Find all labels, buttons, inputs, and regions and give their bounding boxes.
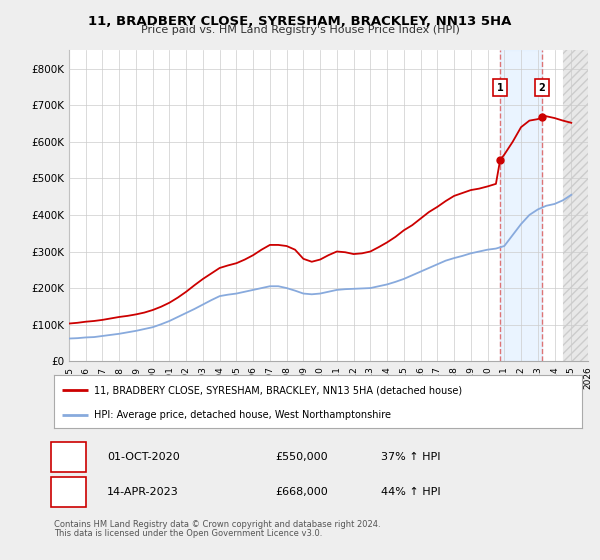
Text: 1: 1 xyxy=(65,452,73,462)
Text: Price paid vs. HM Land Registry's House Price Index (HPI): Price paid vs. HM Land Registry's House … xyxy=(140,25,460,35)
FancyBboxPatch shape xyxy=(52,442,86,472)
Polygon shape xyxy=(563,50,588,361)
Bar xyxy=(500,50,542,361)
Text: 11, BRADBERY CLOSE, SYRESHAM, BRACKLEY, NN13 5HA (detached house): 11, BRADBERY CLOSE, SYRESHAM, BRACKLEY, … xyxy=(94,385,462,395)
Text: 2: 2 xyxy=(539,83,545,93)
Text: 44% ↑ HPI: 44% ↑ HPI xyxy=(382,487,441,497)
Text: £668,000: £668,000 xyxy=(276,487,329,497)
Text: £550,000: £550,000 xyxy=(276,452,328,462)
Text: Contains HM Land Registry data © Crown copyright and database right 2024.: Contains HM Land Registry data © Crown c… xyxy=(54,520,380,529)
Text: 14-APR-2023: 14-APR-2023 xyxy=(107,487,179,497)
Text: This data is licensed under the Open Government Licence v3.0.: This data is licensed under the Open Gov… xyxy=(54,529,322,538)
Text: 2: 2 xyxy=(65,487,73,497)
Text: 37% ↑ HPI: 37% ↑ HPI xyxy=(382,452,441,462)
Text: 1: 1 xyxy=(497,83,503,93)
Text: HPI: Average price, detached house, West Northamptonshire: HPI: Average price, detached house, West… xyxy=(94,410,391,420)
FancyBboxPatch shape xyxy=(52,477,86,507)
Text: 11, BRADBERY CLOSE, SYRESHAM, BRACKLEY, NN13 5HA: 11, BRADBERY CLOSE, SYRESHAM, BRACKLEY, … xyxy=(88,15,512,27)
Text: 01-OCT-2020: 01-OCT-2020 xyxy=(107,452,179,462)
